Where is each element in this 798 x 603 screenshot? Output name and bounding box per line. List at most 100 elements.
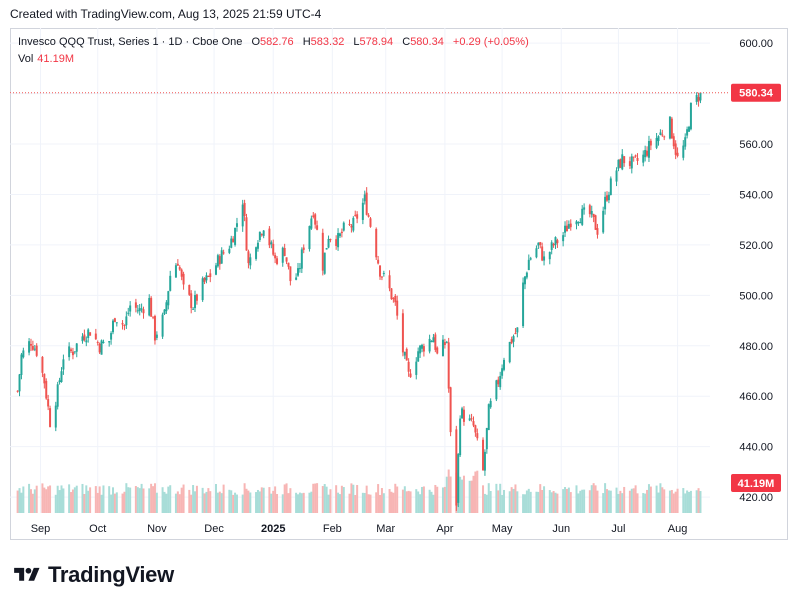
volume-bar [249,492,252,513]
volume-bar [297,494,300,513]
volume-bar [283,484,286,513]
tradingview-logo[interactable]: TradingView [12,562,174,588]
volume-bar [550,492,553,513]
volume-bar [83,493,86,513]
volume-bar [270,493,273,513]
volume-legend[interactable]: Vol 41.19M [18,53,74,65]
volume-bar [356,484,359,513]
volume-bar [396,486,399,513]
volume-bar [535,491,538,513]
candle-body [102,341,105,343]
volume-bar [16,490,19,513]
volume-bar [577,493,580,513]
candle-body [56,384,59,407]
candle-body [190,293,193,308]
candle-body [552,243,555,246]
volume-bar [569,492,572,513]
candle-body [649,140,652,146]
volume-bar [22,486,25,513]
volume-bar [340,485,343,513]
candle-body [18,374,21,392]
candle-body [274,255,277,259]
candle-body [111,320,114,333]
volume-bar [150,483,153,513]
volume-bar [178,494,181,513]
volume-bar [207,488,210,513]
volume-bar [262,487,265,513]
volume-bar [167,486,170,513]
symbol-title: Invesco QQQ Trust, Series 1 · 1D · Cboe … [18,36,243,48]
x-tick-label: Oct [89,523,106,535]
volume-bar [35,485,38,513]
volume-bar [113,493,116,513]
volume-bar [308,492,311,513]
candle-body [152,316,155,318]
volume-bar [565,488,568,513]
candle-body [283,248,286,256]
volume-bar [375,492,378,513]
volume-bar [192,485,195,513]
candle-body [247,251,250,264]
logo-wordmark: TradingView [48,562,174,587]
volume-bar [289,488,292,513]
y-tick-label: 600.00 [739,38,773,50]
candle-body [209,273,212,278]
candle-body [583,207,586,210]
volume-bar [415,489,418,513]
volume-bar [338,494,341,513]
candle-body [388,275,391,289]
volume-bar [94,486,97,513]
candle-body [575,221,578,225]
candle-body [527,259,530,271]
candle-body [180,269,183,277]
candle-body [562,235,565,242]
candle-body [258,231,261,240]
candle-body [136,310,139,312]
price-chart[interactable]: 600.00580.00560.00540.00520.00500.00480.… [10,28,788,540]
candle-body [487,404,490,431]
candle-body [428,338,431,352]
y-tick-label: 560.00 [739,139,773,151]
volume-bar [47,486,50,513]
volume-bar [68,484,71,513]
candle-body [668,116,671,139]
candle-body [352,217,355,231]
candle-body [434,334,437,350]
x-tick-label: 2025 [261,523,285,535]
candle-body [195,294,198,301]
symbol-legend[interactable]: Invesco QQQ Trust, Series 1 · 1D · Cboe … [18,36,529,48]
candle-body [342,222,345,231]
volume-bar [155,492,158,513]
volume-bar [539,484,542,513]
candle-body [249,257,252,266]
candle-body [430,340,433,342]
volume-bar [268,487,271,513]
x-tick-label: Aug [668,523,688,535]
volume-bar [245,488,248,513]
volume-bar [676,488,679,513]
candle-body [472,421,475,426]
candle-body [596,228,599,235]
candle-body [476,433,479,439]
candle-body [298,268,301,270]
candle-body [321,232,324,271]
volume-bar [380,488,383,513]
volume-bar [255,492,258,513]
candle-body [205,275,208,281]
volume-bar [682,488,685,513]
candle-body [523,276,526,285]
candle-body [194,295,197,309]
close-label: C [402,36,411,48]
y-tick-label: 480.00 [739,341,773,353]
candle-body [632,156,635,158]
x-tick-label: Jul [611,523,625,535]
volume-bar [56,485,59,513]
volume-bar [497,490,500,513]
volume-bar [316,483,319,513]
volume-bar [382,493,385,513]
volume-bar [445,476,448,513]
change-value: +0.29 (+0.05%) [452,36,529,48]
volume-bar [642,493,645,513]
volume-bar [695,490,698,513]
candle-body [260,234,263,236]
